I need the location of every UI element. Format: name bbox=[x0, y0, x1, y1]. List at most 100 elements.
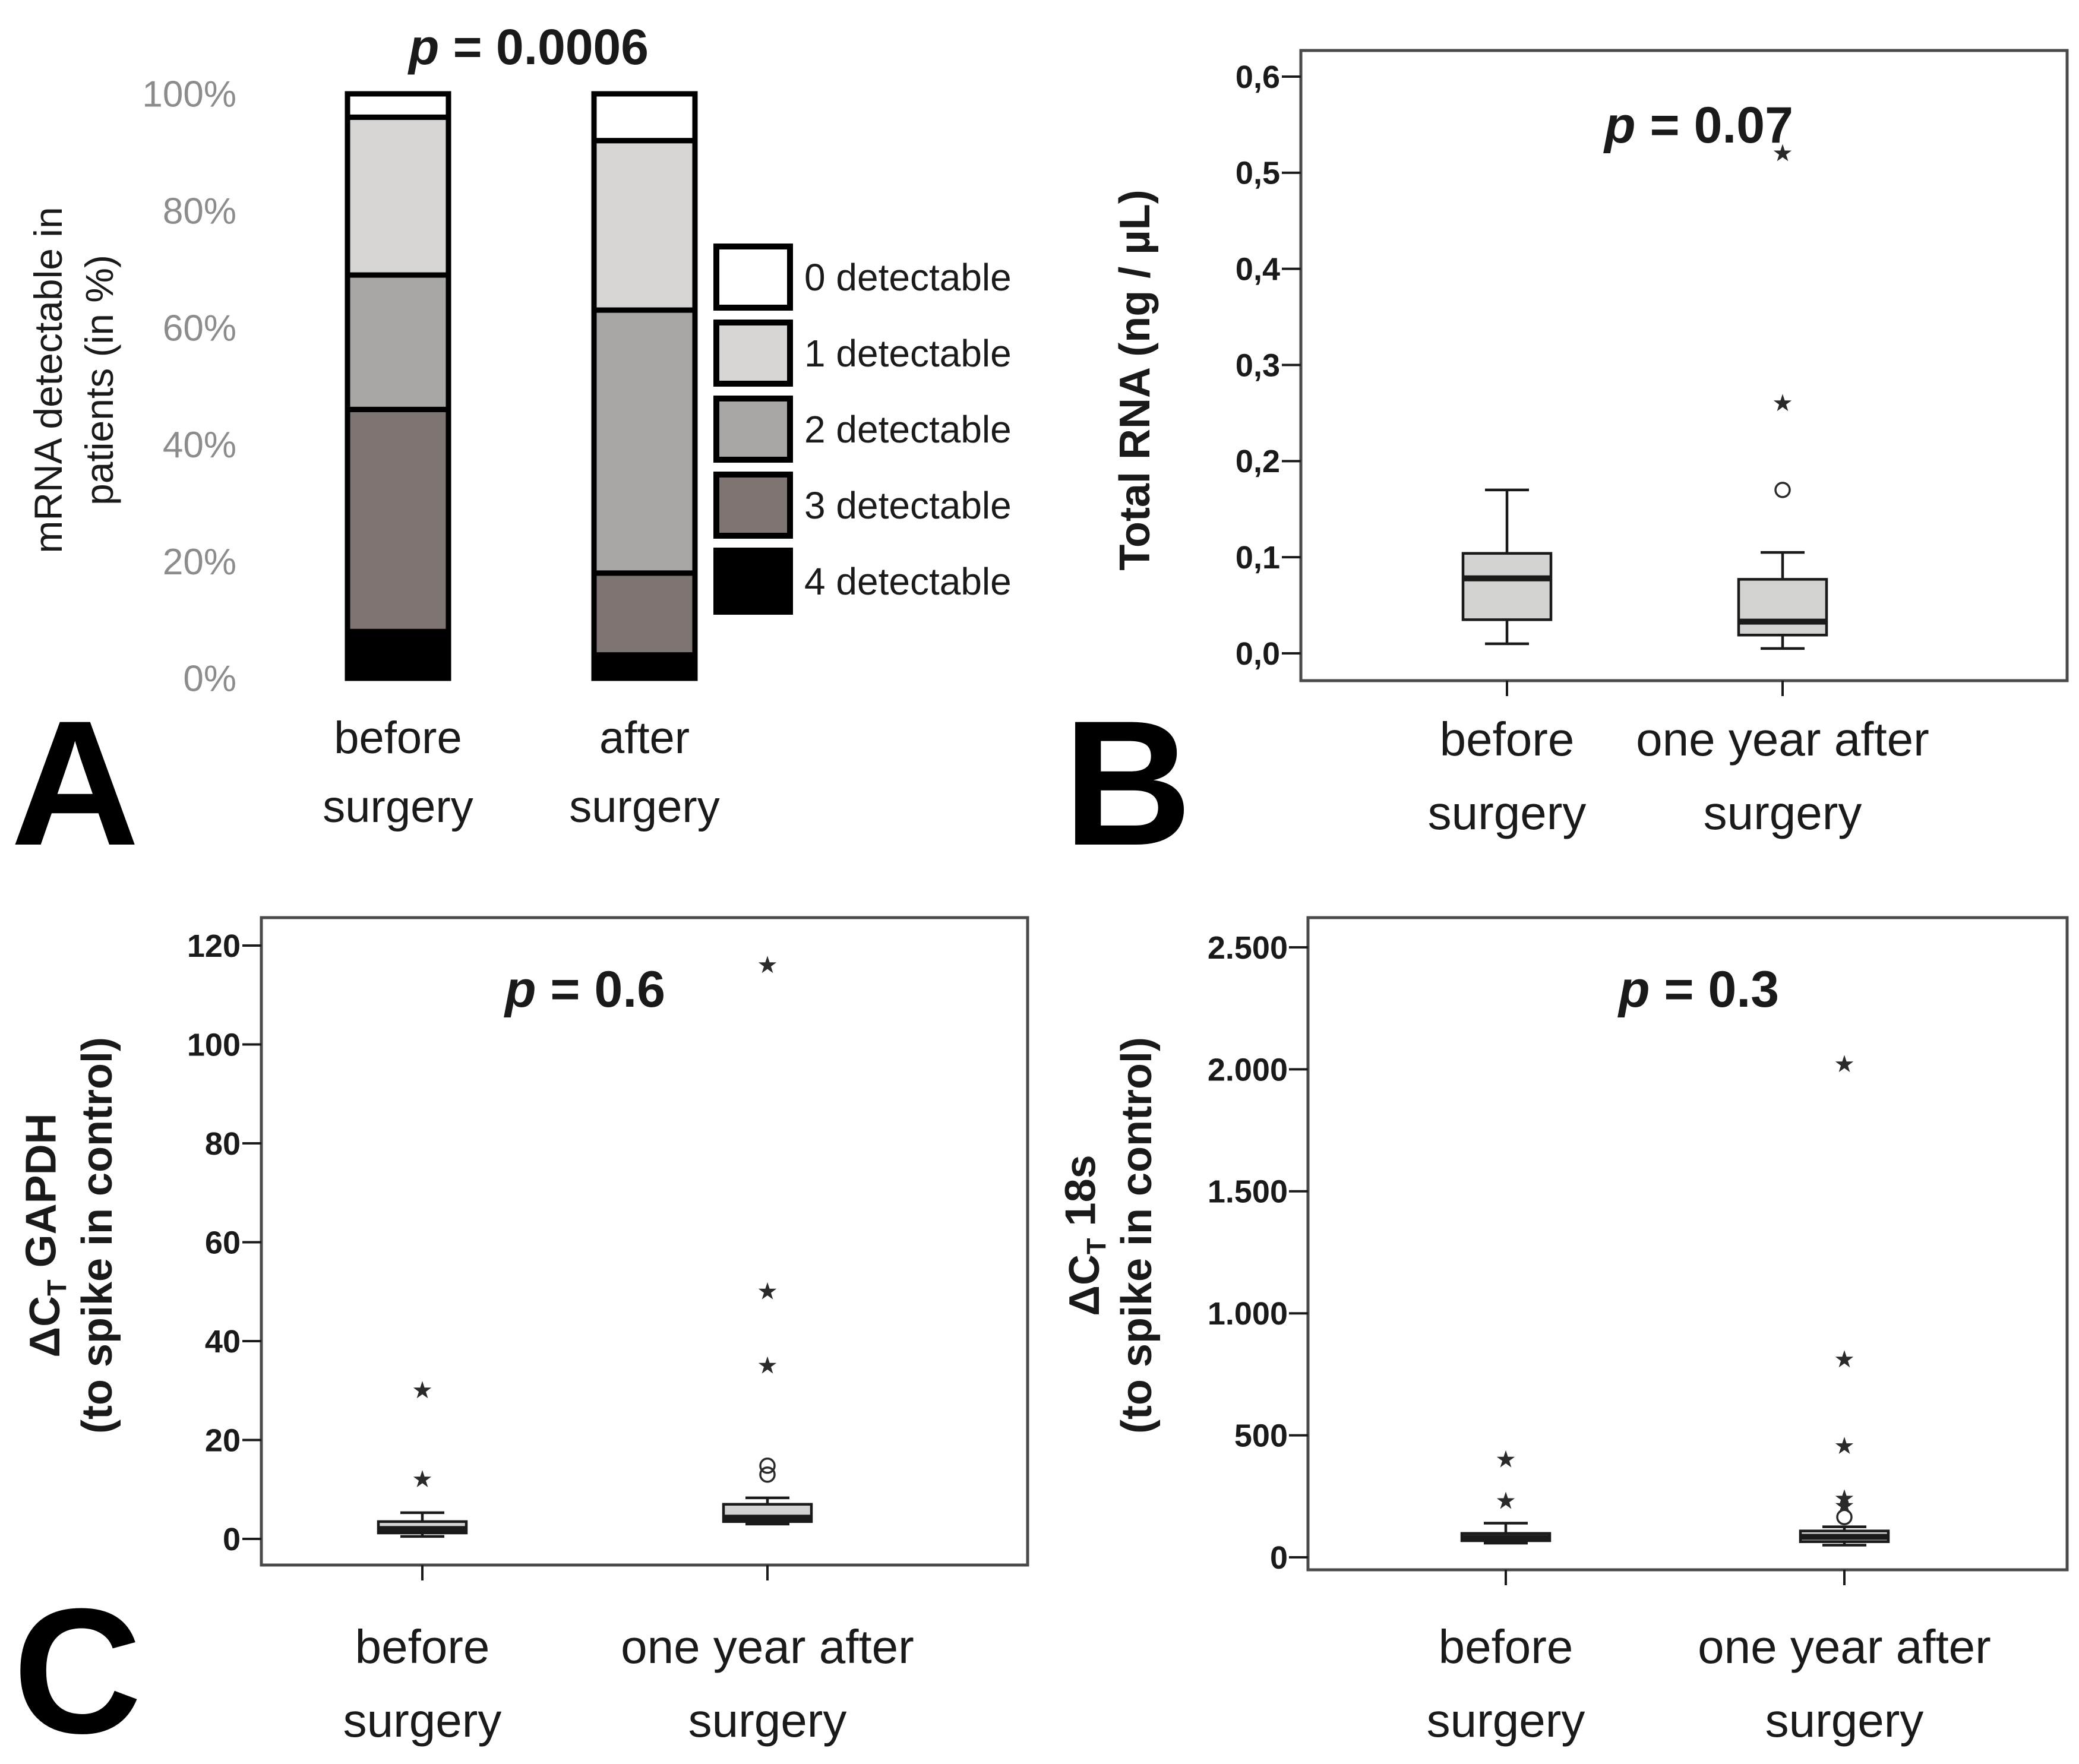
x-category-label: one year after bbox=[1636, 713, 1929, 766]
p-value-title: p = 0.0006 bbox=[407, 19, 649, 75]
legend-swatch-4 bbox=[713, 548, 793, 615]
boxplot-before-surgery bbox=[1460, 1450, 1552, 1545]
x-category-label: before bbox=[355, 1620, 490, 1673]
x-category-label: surgery bbox=[1428, 786, 1587, 839]
bar-segment-3-detectable bbox=[345, 406, 451, 634]
y-tick-label: 2.500 bbox=[1208, 930, 1288, 966]
stacked-bar-after-surgery bbox=[591, 91, 698, 681]
y-tick-label: 0,5 bbox=[1236, 156, 1280, 191]
stacked-bar-before-surgery bbox=[345, 91, 451, 681]
y-tick-label: 100% bbox=[142, 74, 236, 115]
y-axis-label-line-0: ΔCT GAPDH bbox=[17, 1113, 72, 1357]
y-tick-label: 80% bbox=[163, 191, 236, 232]
outlier-star-marker bbox=[758, 956, 777, 973]
legend-swatch-3 bbox=[713, 472, 793, 539]
x-category-label: before bbox=[1439, 1620, 1574, 1673]
outlier-star-marker bbox=[1773, 144, 1792, 162]
boxplot-one-year-after-surgery bbox=[722, 956, 813, 1526]
outlier-star-marker bbox=[758, 1356, 777, 1374]
outlier-star-marker bbox=[1835, 1055, 1854, 1073]
legend: 0 detectable 1 detectable 2 detectable 3 de… bbox=[713, 244, 1012, 615]
panel-d-chart: 0 500 1.000 1.500 2.000 2.500 p = 0.3 ΔCT 18s (t… bbox=[1057, 916, 2069, 1747]
legend-label: 2 detectable bbox=[804, 408, 1012, 451]
y-axis-label-line-1: patients (in %) bbox=[77, 255, 121, 505]
panel-d-boxplot-18s: 0 500 1.000 1.500 2.000 2.500 p = 0.3 ΔCT 18s (t… bbox=[1040, 882, 2079, 1764]
legend-label: 3 detectable bbox=[804, 484, 1012, 527]
x-category-label: before bbox=[334, 713, 462, 763]
bar-segment-0-detectable bbox=[591, 91, 698, 144]
y-tick-label: 0 bbox=[1270, 1540, 1288, 1576]
boxplot-one-year-after-surgery bbox=[1799, 1055, 1890, 1547]
boxplot-one-year-after-surgery bbox=[1737, 144, 1828, 650]
y-tick-label: 40% bbox=[163, 425, 236, 466]
panel-a-letter: A bbox=[11, 683, 140, 883]
y-axis-label-line-1: (to spike in control) bbox=[1113, 1037, 1161, 1434]
outlier-star-marker bbox=[413, 1381, 432, 1399]
x-category-label: surgery bbox=[323, 782, 473, 832]
outlier-circle-marker bbox=[759, 1466, 776, 1483]
y-tick-label: 60% bbox=[163, 308, 236, 349]
outlier-star-marker bbox=[1773, 394, 1792, 412]
y-tick-label: 100 bbox=[187, 1027, 241, 1063]
legend-swatch-2 bbox=[713, 396, 793, 463]
boxplot-before-surgery bbox=[377, 1381, 468, 1538]
outlier-star-marker bbox=[1835, 1350, 1854, 1368]
bar-segment-4-detectable bbox=[345, 628, 451, 681]
x-category-label: surgery bbox=[569, 782, 719, 832]
x-category-label: one year after bbox=[621, 1620, 914, 1673]
y-tick-label: 2.000 bbox=[1208, 1052, 1288, 1088]
x-category-label: surgery bbox=[343, 1694, 502, 1747]
y-tick-label: 0 bbox=[223, 1522, 241, 1557]
x-category-label: before bbox=[1440, 713, 1575, 766]
y-tick-label: 20 bbox=[205, 1422, 241, 1458]
outlier-circle-marker bbox=[1774, 482, 1791, 498]
outlier-star-marker bbox=[1835, 1496, 1854, 1514]
y-tick-label: 120 bbox=[187, 928, 241, 964]
y-tick-label: 40 bbox=[205, 1324, 241, 1360]
outlier-star-marker bbox=[413, 1470, 432, 1487]
panel-a-stacked-bar: p = 0.0006 mRNA detectable in patients (in… bbox=[0, 0, 1040, 882]
outlier-circle-marker bbox=[1836, 1509, 1853, 1525]
x-category-label: surgery bbox=[1704, 786, 1862, 839]
y-tick-label: 500 bbox=[1234, 1418, 1288, 1454]
legend-swatch-0 bbox=[713, 244, 793, 311]
x-category-label: surgery bbox=[688, 1694, 847, 1747]
bar-segment-2-detectable bbox=[345, 272, 451, 412]
plot-frame bbox=[1306, 916, 2069, 1572]
panel-b-chart: 0,0 0,1 0,2 0,3 0,4 0,5 0,6 p = 0.07 Total RNA (… bbox=[1111, 49, 2069, 839]
panel-b-boxplot-total-rna: 0,0 0,1 0,2 0,3 0,4 0,5 0,6 p = 0.07 Total RNA (… bbox=[1040, 0, 2079, 882]
x-category-label: after bbox=[599, 713, 690, 763]
outlier-star-marker bbox=[1496, 1491, 1515, 1509]
y-tick-label: 0,6 bbox=[1236, 59, 1280, 95]
y-axis-label-line-0: Total RNA (ng / µL) bbox=[1111, 189, 1159, 570]
x-category-label: surgery bbox=[1765, 1694, 1924, 1747]
boxplot-before-surgery bbox=[1461, 488, 1553, 646]
bar-segment-1-detectable bbox=[591, 138, 698, 313]
p-value-title: p = 0.07 bbox=[1603, 97, 1793, 154]
y-axis-label-line-0: ΔCT 18s bbox=[1057, 1155, 1111, 1316]
bar-segment-0-detectable bbox=[345, 91, 451, 120]
iqr-box bbox=[1737, 578, 1828, 637]
y-tick-label: 1.000 bbox=[1208, 1296, 1288, 1332]
outlier-star-marker bbox=[1835, 1437, 1854, 1454]
y-tick-label: 0,1 bbox=[1236, 540, 1280, 576]
y-tick-label: 0,4 bbox=[1236, 252, 1280, 287]
panel-b-letter: B bbox=[1063, 683, 1192, 883]
y-axis-label-line-1: (to spike in control) bbox=[74, 1037, 121, 1434]
p-value-title: p = 0.3 bbox=[1617, 961, 1779, 1018]
bar-segment-4-detectable bbox=[591, 652, 698, 681]
panel-a-chart: p = 0.0006 mRNA detectable in patients (in… bbox=[26, 19, 1012, 832]
y-tick-label: 0,2 bbox=[1236, 444, 1280, 479]
y-tick-label: 0,0 bbox=[1236, 636, 1280, 672]
iqr-box bbox=[1461, 552, 1553, 621]
bar-segment-3-detectable bbox=[591, 570, 698, 658]
bar-segment-2-detectable bbox=[591, 307, 698, 576]
y-tick-label: 1.500 bbox=[1208, 1174, 1288, 1210]
legend-label: 0 detectable bbox=[804, 256, 1012, 299]
x-category-label: one year after bbox=[1698, 1620, 1991, 1673]
y-axis-label-line-0: mRNA detectable in bbox=[26, 207, 70, 553]
outlier-star-marker bbox=[1835, 1489, 1854, 1507]
panel-c-letter: C bbox=[13, 1571, 142, 1764]
outlier-circle-marker bbox=[759, 1458, 776, 1474]
